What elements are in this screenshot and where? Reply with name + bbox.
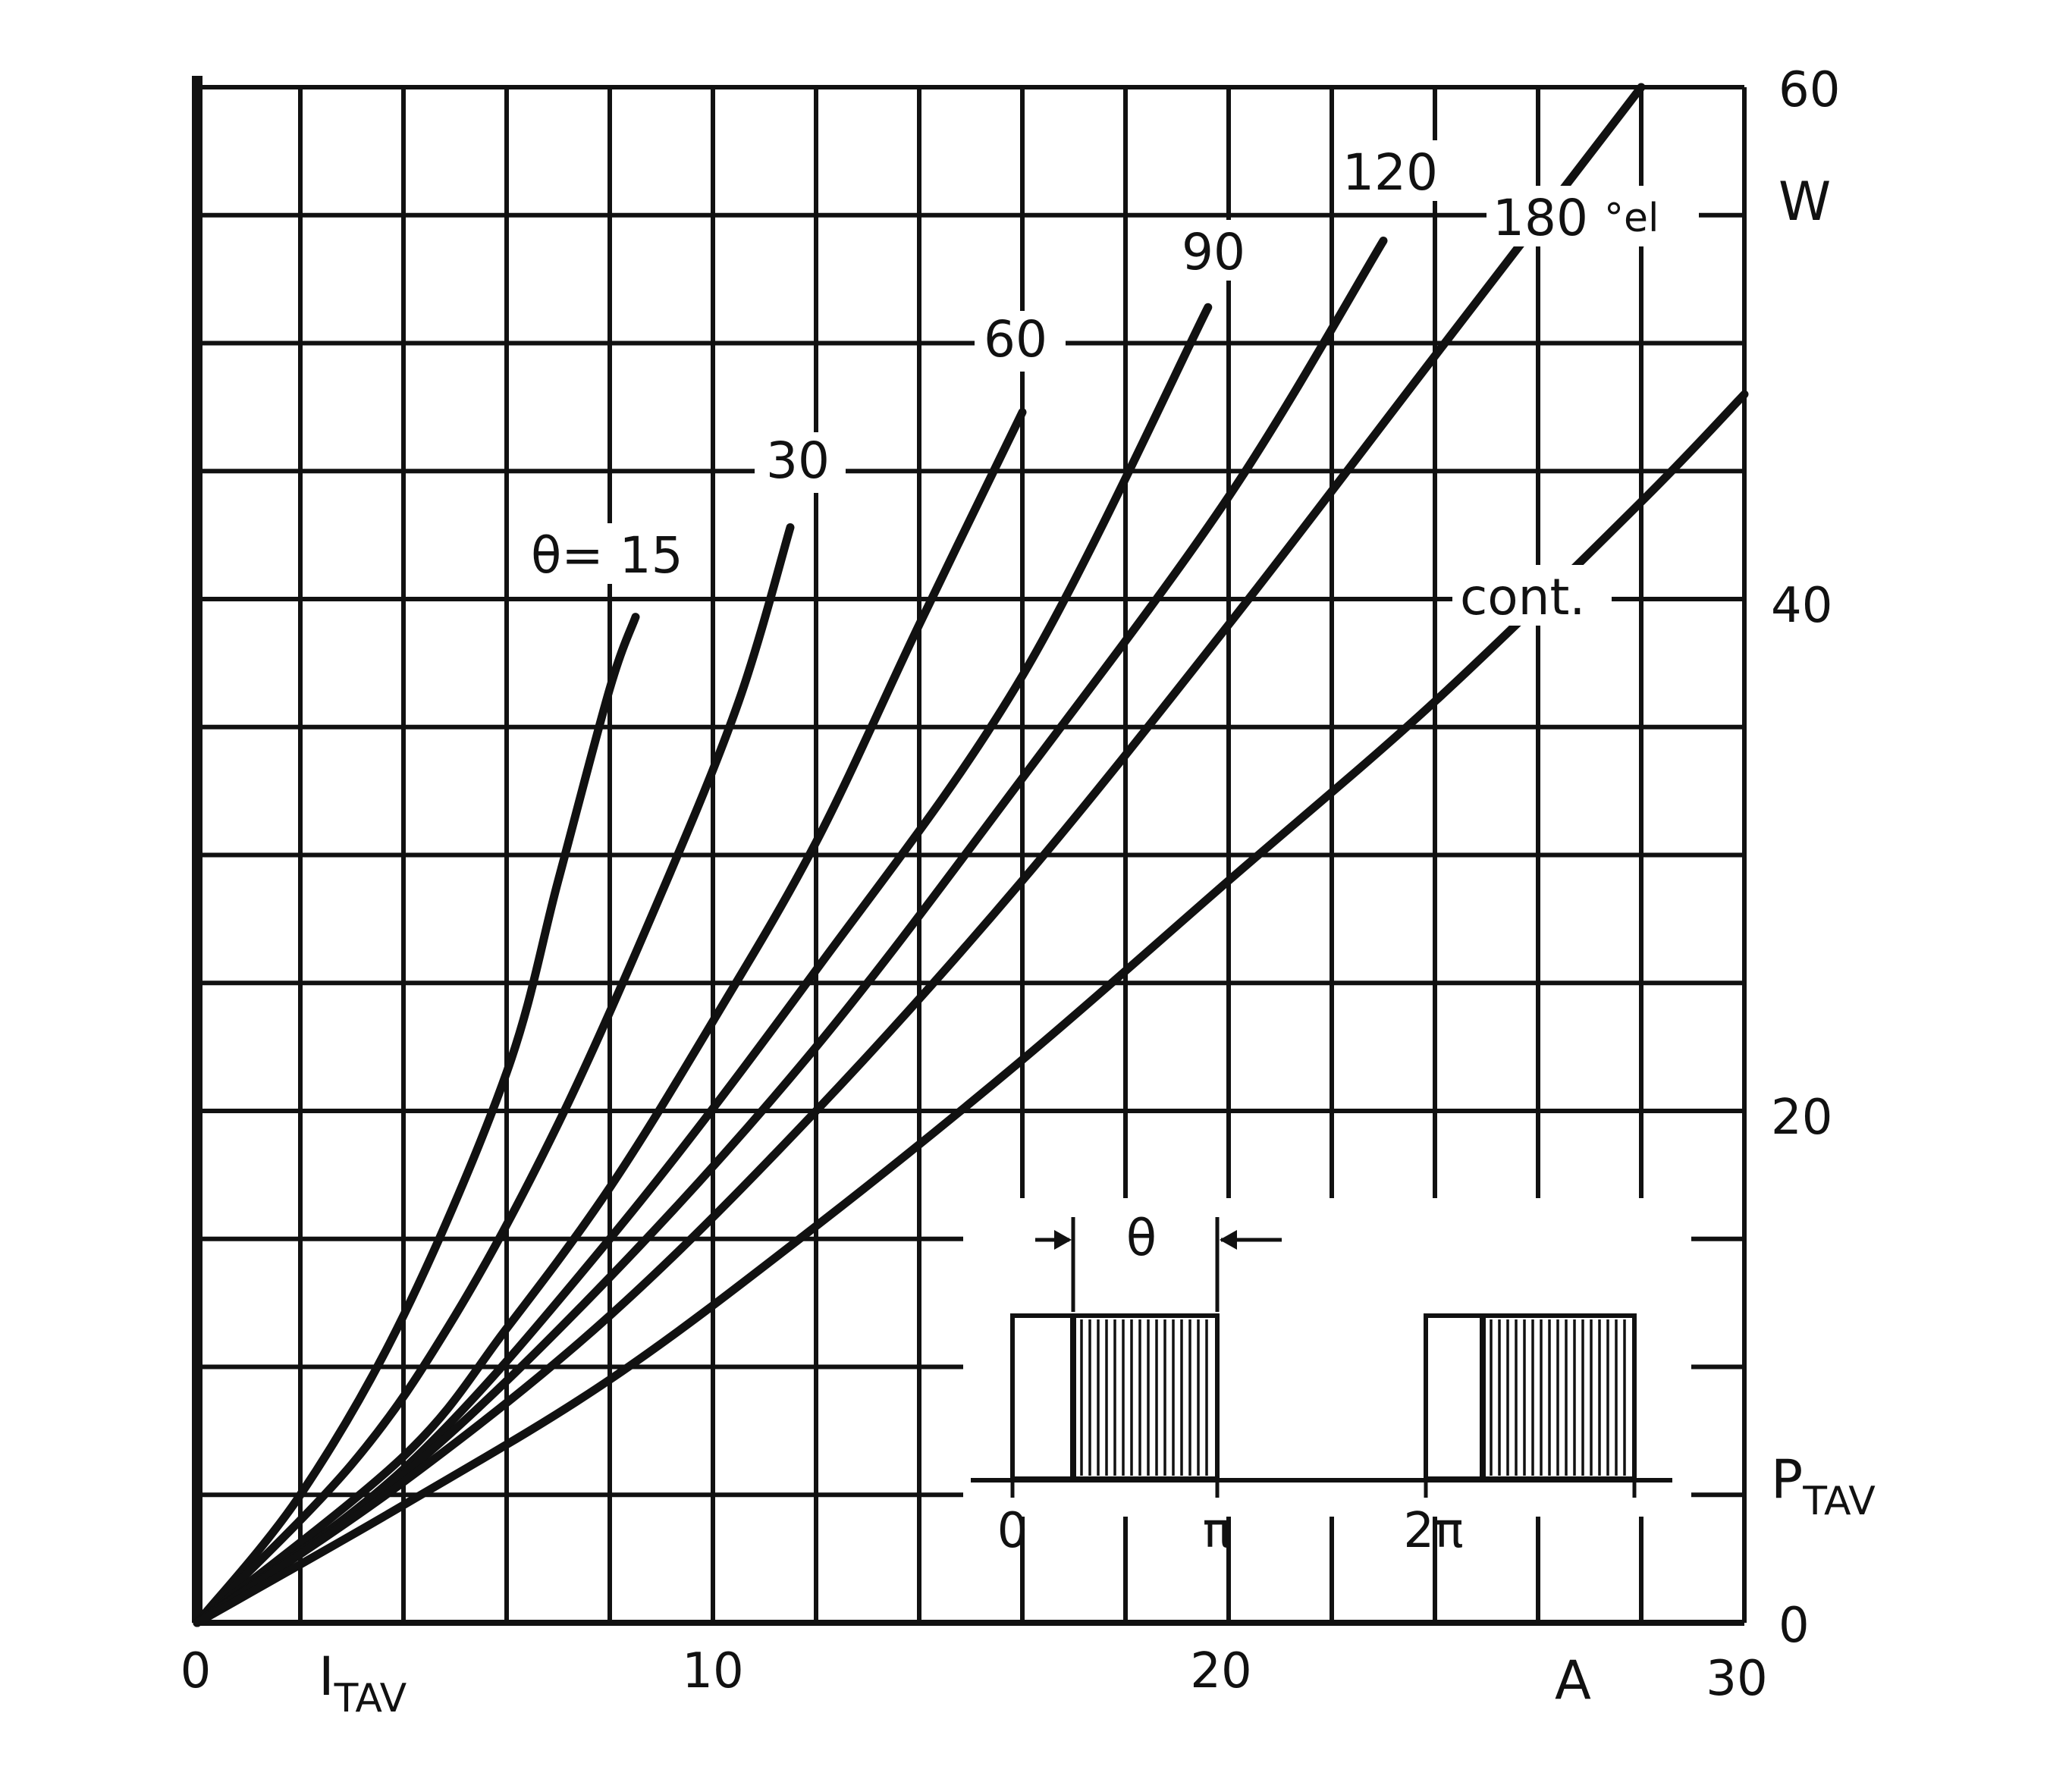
label-bg-180 — [1487, 186, 1699, 246]
label-bg-30 — [755, 432, 846, 493]
x-axis-label-main: I — [319, 1646, 334, 1708]
series-line-1 — [193, 523, 795, 1627]
inset-label-2pi: 2π — [1403, 1503, 1463, 1559]
curve-labels: θ= 15 30 60 90 120 180 °el cont. — [527, 140, 1699, 626]
theta-right-arrowhead — [1220, 1230, 1237, 1250]
inset-label-0: 0 — [997, 1503, 1028, 1559]
label-bg-90 — [1172, 220, 1263, 281]
waveform-inset: θ 0 π 2π — [963, 1198, 1691, 1559]
inset-hatch-1 — [1070, 1316, 1208, 1479]
series-line-0 — [193, 613, 640, 1627]
y-unit: W — [1778, 171, 1831, 233]
curve-label-30: 30 — [766, 431, 830, 490]
y-axis-label-main: P — [1771, 1448, 1803, 1511]
x-axis-label-sub: TAV — [334, 1676, 407, 1721]
curve-label-15: θ= 15 — [531, 526, 683, 585]
x-tick-0: 0 — [181, 1643, 212, 1699]
series-line-4 — [193, 237, 1388, 1627]
y-tick-20: 20 — [1771, 1090, 1832, 1146]
label-bg-60 — [975, 311, 1066, 372]
inset-label-pi: π — [1203, 1503, 1232, 1559]
series-line-5 — [193, 83, 1646, 1627]
curve-label-120: 120 — [1342, 143, 1438, 202]
x-tick-20: 20 — [1190, 1643, 1251, 1699]
y-tick-40: 40 — [1771, 578, 1832, 634]
x-axis-label: ITAV — [319, 1646, 407, 1721]
y-tick-0: 0 — [1778, 1598, 1810, 1654]
curve-label-60: 60 — [984, 310, 1047, 369]
curve-label-180: 180 — [1493, 189, 1588, 247]
theta-left-arrowhead — [1054, 1230, 1072, 1250]
y-tick-60: 60 — [1778, 62, 1840, 118]
label-bg-cont — [1452, 565, 1612, 626]
x-tick-10: 10 — [682, 1643, 743, 1699]
y-axis-label-sub: TAV — [1802, 1479, 1876, 1524]
curve-label-90: 90 — [1182, 223, 1245, 281]
label-bg-120 — [1335, 140, 1449, 201]
series-line-2 — [193, 408, 1027, 1627]
x-tick-30: 30 — [1706, 1651, 1767, 1707]
label-bg-15 — [527, 523, 702, 584]
x-unit: A — [1555, 1649, 1591, 1712]
curve-label-cont: cont. — [1460, 568, 1585, 626]
tick-labels: 0 10 20 30 0 20 40 60 W A ITAV PTAV — [181, 62, 1876, 1721]
y-axis-label: PTAV — [1771, 1448, 1876, 1524]
theta-label: θ — [1126, 1209, 1157, 1267]
inset-hatch-2 — [1480, 1316, 1626, 1479]
unit-note-el: °el — [1604, 196, 1659, 241]
inset-pulse-2 — [1424, 1313, 1637, 1481]
